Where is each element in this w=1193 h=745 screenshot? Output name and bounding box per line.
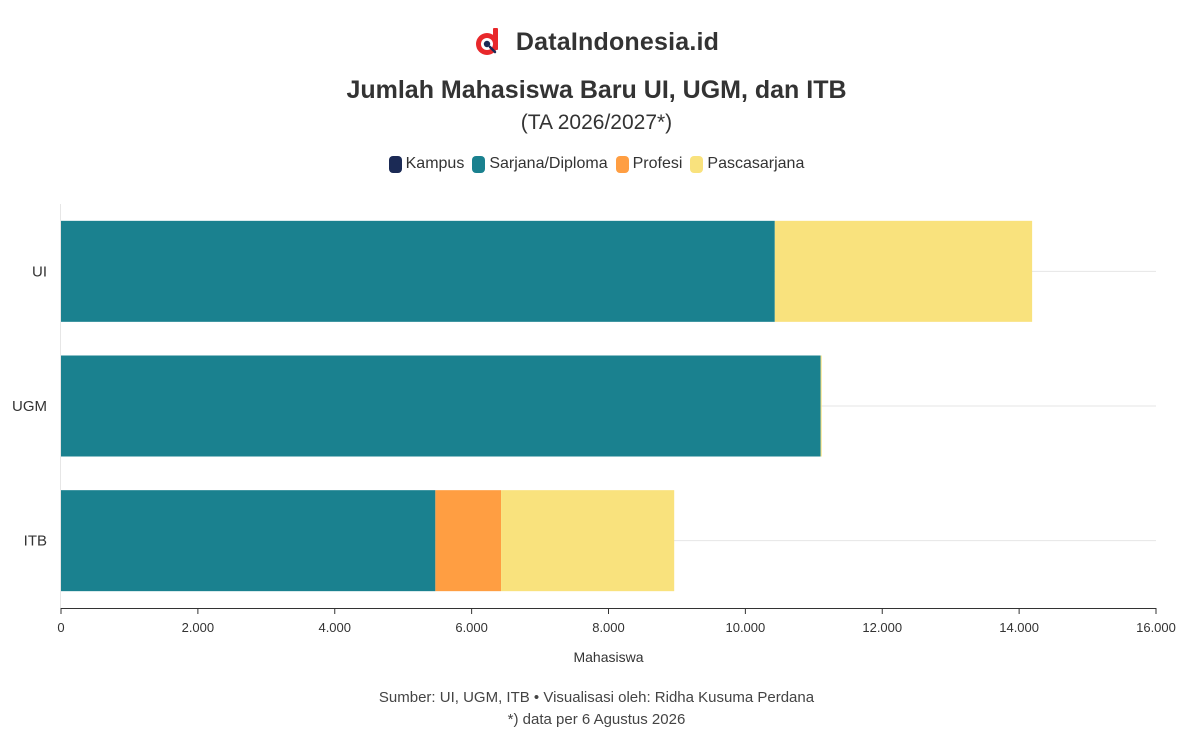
- legend-item-pascasarjana[interactable]: Pascasarjana: [690, 155, 804, 173]
- x-tick-label: 12.000: [862, 620, 902, 635]
- source-note: Sumber: UI, UGM, ITB • Visualisasi oleh:…: [378, 689, 815, 706]
- legend: Kampus Sarjana/Diploma Profesi Pascasarj…: [0, 155, 1193, 173]
- legend-label: Profesi: [632, 155, 683, 172]
- chart-subtitle: (TA 2026/2027*): [520, 111, 673, 134]
- legend-label: Pascasarjana: [707, 155, 805, 172]
- bar-itb-pascasarjana: [501, 490, 675, 592]
- legend-swatch: [615, 155, 629, 173]
- bar-ugm-pascasarjana: [820, 355, 822, 457]
- bar-itb-sarjana-diploma: [61, 490, 436, 592]
- x-tick-label: 10.000: [725, 620, 765, 635]
- category-label: UI: [32, 263, 47, 280]
- datalogo-icon: [475, 28, 498, 55]
- x-tick-label: 0: [57, 620, 64, 635]
- legend-item-sarjana[interactable]: Sarjana/Diploma: [472, 155, 608, 173]
- legend-swatch: [690, 155, 704, 173]
- x-axis-label: Mahasiswa: [573, 649, 643, 665]
- category-label: UGM: [12, 398, 47, 415]
- x-tick-label: 14.000: [999, 620, 1039, 635]
- bar-ui-sarjana-diploma: [61, 220, 775, 322]
- x-tick-label: 6.000: [455, 620, 488, 635]
- bar-ui-pascasarjana: [774, 220, 1033, 322]
- legend-item-kampus[interactable]: Kampus: [388, 155, 465, 173]
- bar-itb-profesi: [435, 490, 502, 592]
- legend-item-profesi[interactable]: Profesi: [615, 155, 683, 173]
- brand-name: DataIndonesia.id: [515, 27, 720, 56]
- category-label: ITB: [24, 533, 47, 550]
- bar-ugm-sarjana-diploma: [61, 355, 821, 457]
- footnote: *) data per 6 Agustus 2026: [507, 711, 686, 728]
- legend-label: Sarjana/Diploma: [489, 155, 608, 172]
- legend-label: Kampus: [405, 155, 465, 172]
- legend-swatch: [388, 155, 402, 173]
- chart-title: Jumlah Mahasiswa Baru UI, UGM, dan ITB: [346, 76, 847, 104]
- x-tick-label: 2.000: [182, 620, 215, 635]
- x-tick-label: 16.000: [1136, 620, 1176, 635]
- x-tick-label: 4.000: [318, 620, 351, 635]
- bar-chart: UI UGM ITB 0 2.000 4.000 6.000 8.000 10.000 12.00…: [12, 204, 1176, 665]
- x-tick-label: 8.000: [592, 620, 625, 635]
- legend-swatch: [472, 155, 486, 173]
- brand-header: DataIndonesia.id: [0, 26, 1193, 58]
